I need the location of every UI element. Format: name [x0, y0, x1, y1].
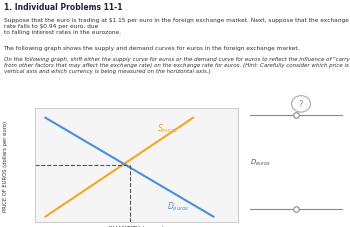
Text: ?: ? — [299, 100, 303, 109]
Text: $D_{euros}$: $D_{euros}$ — [250, 157, 271, 167]
X-axis label: QUANTITY (euros): QUANTITY (euros) — [108, 225, 164, 227]
Text: The following graph shows the supply and demand curves for euros in the foreign : The following graph shows the supply and… — [4, 46, 300, 51]
Text: Suppose that the euro is trading at $1.15 per euro in the foreign exchange marke: Suppose that the euro is trading at $1.1… — [4, 18, 348, 35]
Text: PRICE OF EUROS (dollars per euro): PRICE OF EUROS (dollars per euro) — [4, 120, 8, 211]
Text: On the following graph, shift either the supply curve for euros or the demand cu: On the following graph, shift either the… — [4, 57, 350, 74]
Text: $D_{euros}$: $D_{euros}$ — [167, 200, 190, 212]
Text: $S_{euros}$: $S_{euros}$ — [157, 121, 178, 134]
Text: 1. Individual Problems 11-1: 1. Individual Problems 11-1 — [4, 3, 122, 12]
